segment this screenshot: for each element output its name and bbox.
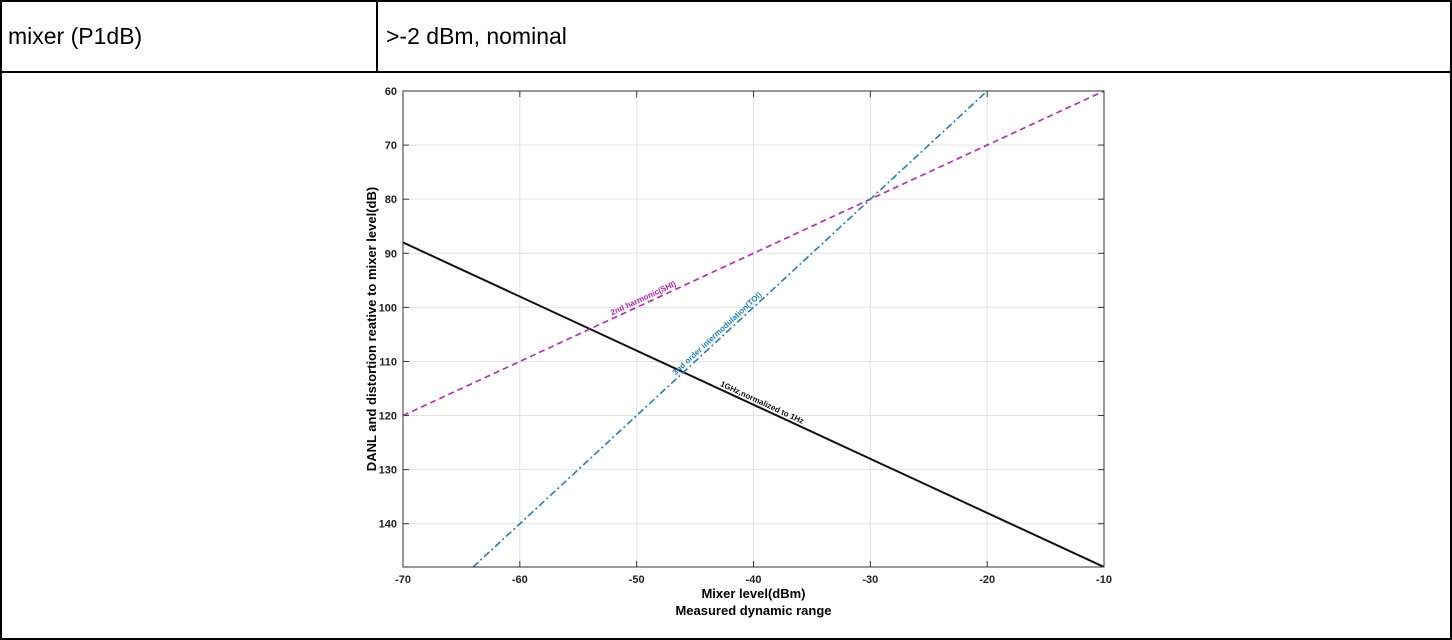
x-tick-label: -40 [746, 574, 762, 586]
x-tick-label: -20 [979, 574, 995, 586]
x-tick-label: -30 [862, 574, 878, 586]
spec-label-cell: mixer (P1dB) [2, 2, 378, 71]
spec-value-cell: >-2 dBm, nominal [386, 23, 567, 49]
y-tick-label: 70 [385, 140, 397, 152]
plot-frame [402, 90, 1105, 568]
y-tick-label: 130 [379, 465, 397, 477]
y-tick-label: 140 [379, 519, 397, 531]
chart-caption: Measured dynamic range [675, 603, 831, 618]
x-tick-label: -70 [395, 574, 411, 586]
x-tick-label: -60 [512, 574, 528, 586]
x-tick-label: -50 [629, 574, 645, 586]
y-axis-label: DANL and distortion reative to mixer lev… [364, 187, 379, 471]
y-tick-label: 100 [379, 302, 397, 314]
y-tick-label: 80 [385, 194, 397, 206]
x-tick-label: -10 [1096, 574, 1112, 586]
series-line-2 [472, 91, 988, 567]
x-axis-label: Mixer level(dBm) [701, 586, 805, 601]
series-line-0 [403, 241, 1104, 567]
dynamic-range-chart: -70 -60 -50 -40 -30 -20 -10 60 70 80 90 100 110 120 13… [364, 86, 1112, 618]
series-line-1 [403, 91, 1104, 417]
y-tick-label: 90 [385, 248, 397, 260]
spec-row: mixer (P1dB) >-2 dBm, nominal [0, 0, 1452, 73]
chart-cell: -70 -60 -50 -40 -30 -20 -10 60 70 80 90 100 110 120 13… [0, 71, 1452, 640]
y-tick-label: 60 [385, 86, 397, 98]
y-tick-label: 110 [379, 356, 397, 368]
y-tick-label: 120 [379, 411, 397, 423]
